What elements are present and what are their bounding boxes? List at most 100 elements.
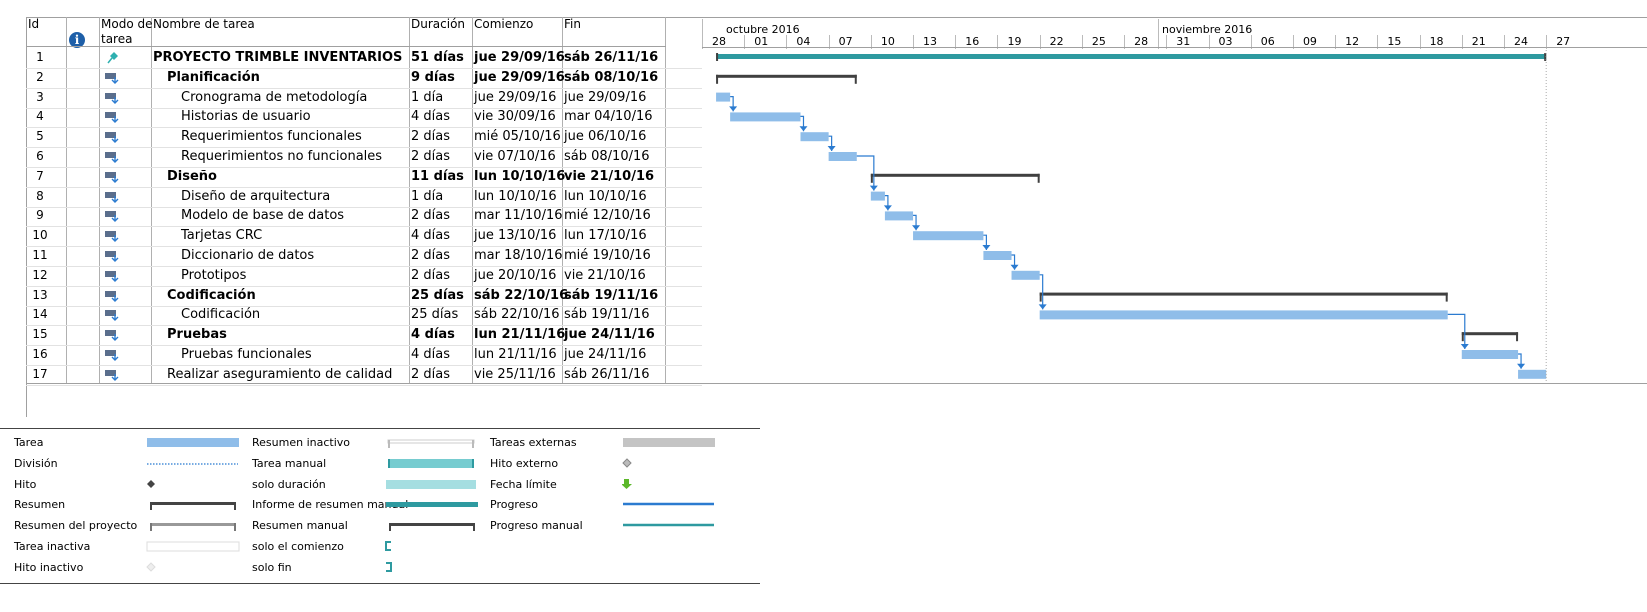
auto-scheduled-icon[interactable] [104, 150, 120, 163]
manual-task-pin-icon[interactable] [104, 51, 120, 64]
table-row[interactable]: 1 PROYECTO TRIMBLE INVENTARIOS 51 días jue … [26, 47, 702, 69]
cell-duration[interactable]: 2 días [411, 208, 451, 224]
table-row[interactable]: 2 Planificación 9 días jue 29/09/16 sáb 08/1… [26, 67, 702, 89]
cell-duration[interactable]: 2 días [411, 149, 451, 164]
summary-cap[interactable] [1037, 173, 1040, 183]
cell-start[interactable]: jue 29/09/16 [474, 50, 565, 65]
header-finish[interactable]: Fin [564, 17, 581, 31]
cell-id[interactable]: 12 [32, 267, 48, 282]
cell-task-name[interactable]: Realizar aseguramiento de calidad [167, 366, 393, 382]
cell-start[interactable]: mar 11/10/16 [474, 208, 563, 224]
cell-duration[interactable]: 2 días [411, 248, 451, 263]
task-bar[interactable] [800, 132, 829, 142]
task-bar[interactable] [828, 152, 857, 161]
cell-id[interactable]: 2 [36, 69, 44, 84]
cell-task-name[interactable]: Diccionario de datos [181, 248, 315, 263]
task-bar[interactable] [884, 211, 914, 221]
cell-task-name[interactable]: Codificación [181, 307, 261, 323]
cell-start[interactable]: vie 25/11/16 [474, 366, 556, 382]
table-row[interactable]: 17 Realizar aseguramiento de calidad 2 día… [26, 364, 702, 386]
cell-id[interactable]: 15 [32, 327, 48, 342]
table-row[interactable]: 3 Cronograma de metodología 1 día jue 29/09… [26, 87, 702, 109]
table-row[interactable]: 10 Tarjetas CRC 4 días jue 13/10/16 lun 17/1… [26, 225, 702, 248]
table-row[interactable]: 12 Prototipos 2 días jue 20/10/16 vie 21/10/… [26, 265, 702, 287]
cell-finish[interactable]: jue 24/11/16 [564, 347, 647, 362]
cell-task-name[interactable]: Tarjetas CRC [181, 228, 263, 244]
cell-id[interactable]: 10 [32, 228, 48, 243]
cell-finish[interactable]: sáb 08/10/16 [564, 69, 659, 85]
cell-duration[interactable]: 1 día [411, 89, 444, 105]
cell-duration[interactable]: 4 días [411, 109, 451, 125]
cell-duration[interactable]: 2 días [411, 267, 451, 283]
cell-id[interactable]: 5 [36, 129, 44, 144]
cell-start[interactable]: lun 21/11/16 [474, 327, 566, 343]
cell-duration[interactable]: 25 días [411, 307, 459, 323]
auto-scheduled-icon[interactable] [104, 348, 120, 361]
auto-scheduled-icon[interactable] [104, 170, 120, 183]
cell-duration[interactable]: 25 días [411, 287, 464, 303]
cell-start[interactable]: sáb 22/10/16 [474, 307, 560, 323]
cell-task-name[interactable]: Requerimientos funcionales [181, 129, 362, 145]
cell-duration[interactable]: 1 día [411, 188, 444, 204]
table-row[interactable]: 16 Pruebas funcionales 4 días lun 21/11/16 j… [26, 344, 702, 366]
table-row[interactable]: 13 Codificación 25 días sáb 22/10/16 sáb 19/… [26, 285, 702, 307]
cell-task-name[interactable]: Requerimientos no funcionales [181, 149, 383, 164]
cell-finish[interactable]: jue 06/10/16 [564, 129, 647, 145]
task-bar[interactable] [1461, 350, 1519, 359]
table-row[interactable]: 14 Codificación 25 días sáb 22/10/16 sáb 19/… [26, 304, 702, 327]
cell-finish[interactable]: vie 21/10/16 [564, 267, 646, 283]
cell-id[interactable]: 4 [36, 109, 44, 124]
auto-scheduled-icon[interactable] [104, 190, 120, 203]
cell-duration[interactable]: 51 días [411, 50, 464, 65]
project-summary-bar[interactable] [716, 54, 1547, 59]
cell-duration[interactable]: 4 días [411, 228, 451, 244]
cell-task-name[interactable]: Pruebas funcionales [181, 347, 312, 362]
table-row[interactable]: 15 Pruebas 4 días lun 21/11/16 jue 24/11/16 [26, 324, 702, 347]
project-summary-cap[interactable] [716, 53, 719, 61]
table-row[interactable]: 8 Diseño de arquitectura 1 día lun 10/10/16… [26, 186, 702, 208]
header-start[interactable]: Comienzo [474, 17, 534, 31]
cell-finish[interactable]: sáb 08/10/16 [564, 149, 650, 164]
cell-finish[interactable]: sáb 19/11/16 [564, 287, 659, 303]
cell-task-name[interactable]: Historias de usuario [181, 109, 311, 125]
cell-task-name[interactable]: Prototipos [181, 267, 247, 283]
cell-finish[interactable]: mié 19/10/16 [564, 248, 651, 263]
cell-task-name[interactable]: Modelo de base de datos [181, 208, 345, 224]
cell-start[interactable]: jue 29/09/16 [474, 69, 565, 85]
cell-id[interactable]: 7 [36, 168, 44, 183]
task-bar[interactable] [1039, 310, 1448, 320]
summary-cap[interactable] [854, 74, 857, 84]
cell-duration[interactable]: 4 días [411, 347, 451, 362]
cell-id[interactable]: 6 [36, 149, 44, 163]
header-mode-line1[interactable]: Modo de [101, 17, 153, 31]
cell-finish[interactable]: jue 24/11/16 [564, 327, 655, 343]
summary-cap[interactable] [1039, 292, 1042, 302]
summary-bar[interactable] [1461, 332, 1519, 336]
auto-scheduled-icon[interactable] [104, 229, 120, 243]
cell-finish[interactable]: lun 17/10/16 [564, 228, 647, 244]
task-bar[interactable] [1518, 369, 1547, 379]
cell-finish[interactable]: mié 12/10/16 [564, 208, 651, 224]
cell-task-name[interactable]: PROYECTO TRIMBLE INVENTARIOS [153, 50, 403, 65]
task-bar[interactable] [983, 251, 1012, 260]
task-bar[interactable] [913, 231, 984, 241]
summary-bar[interactable] [870, 173, 1040, 177]
summary-cap[interactable] [716, 74, 719, 84]
info-icon[interactable]: i [69, 32, 85, 48]
cell-id[interactable]: 1 [36, 50, 44, 64]
table-row[interactable]: 7 Diseño 11 días lun 10/10/16 vie 21/10/16 [26, 166, 702, 188]
auto-scheduled-icon[interactable] [104, 71, 120, 84]
cell-task-name[interactable]: Diseño [167, 168, 217, 184]
auto-scheduled-icon[interactable] [104, 289, 120, 302]
cell-task-name[interactable]: Pruebas [167, 327, 227, 343]
auto-scheduled-icon[interactable] [104, 368, 120, 381]
cell-duration[interactable]: 4 días [411, 327, 455, 343]
table-row[interactable]: 6 Requerimientos no funcionales 2 días vie … [26, 146, 702, 168]
summary-cap[interactable] [1461, 332, 1464, 342]
cell-start[interactable]: jue 20/10/16 [474, 267, 557, 283]
cell-task-name[interactable]: Diseño de arquitectura [181, 188, 331, 204]
project-summary-cap[interactable] [1544, 53, 1547, 61]
cell-id[interactable]: 11 [32, 248, 48, 262]
cell-duration[interactable]: 9 días [411, 69, 455, 85]
cell-start[interactable]: lun 21/11/16 [474, 347, 557, 362]
